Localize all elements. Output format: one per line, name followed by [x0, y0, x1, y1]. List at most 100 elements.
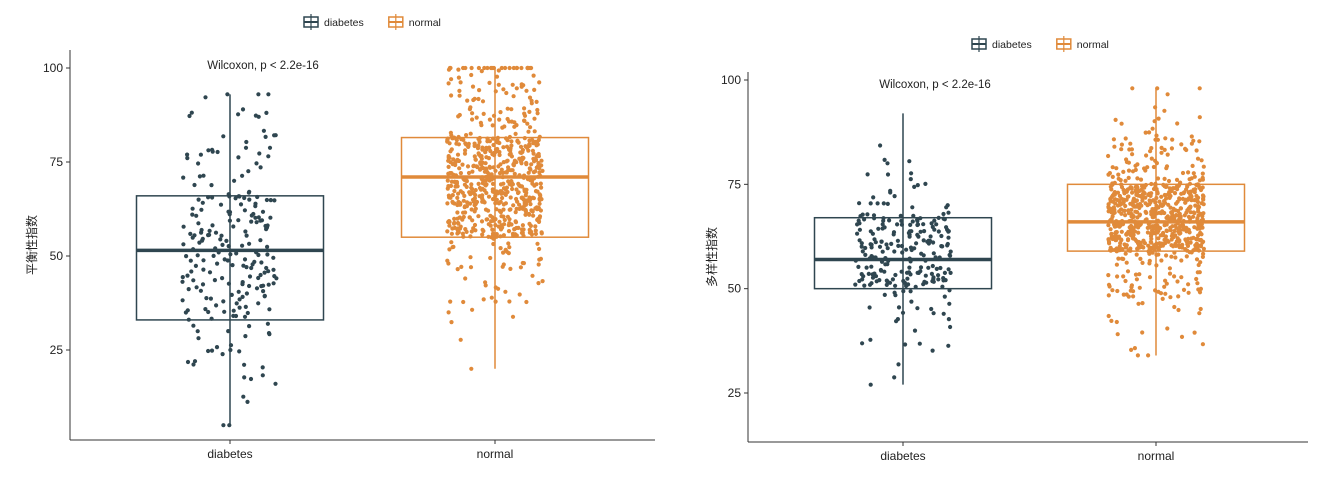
- data-point: [445, 178, 450, 183]
- data-point: [215, 149, 220, 155]
- data-point: [501, 262, 506, 267]
- data-point: [264, 225, 270, 230]
- data-point: [506, 179, 511, 184]
- data-point: [900, 250, 905, 255]
- data-point: [904, 283, 909, 289]
- data-point: [1126, 294, 1131, 299]
- data-point: [1176, 213, 1181, 218]
- data-point: [1115, 190, 1121, 195]
- data-point: [857, 227, 863, 232]
- data-point: [1163, 136, 1168, 141]
- data-point: [1160, 203, 1165, 208]
- data-point: [1129, 285, 1134, 290]
- data-point: [1126, 229, 1131, 234]
- data-point: [535, 241, 540, 246]
- data-point: [504, 144, 510, 149]
- data-point: [866, 271, 871, 276]
- data-point: [1175, 279, 1180, 284]
- data-point: [1174, 201, 1179, 206]
- data-point: [477, 135, 482, 141]
- data-point: [944, 205, 949, 210]
- data-point: [1201, 246, 1206, 251]
- data-point: [457, 226, 463, 231]
- data-point: [496, 82, 501, 87]
- data-point: [244, 233, 249, 238]
- data-point: [1131, 232, 1136, 238]
- data-point: [1108, 196, 1113, 201]
- data-point: [206, 148, 211, 153]
- data-point: [491, 165, 496, 170]
- data-point: [1162, 147, 1167, 152]
- data-point: [529, 162, 534, 167]
- data-point: [446, 184, 451, 189]
- data-point: [501, 233, 506, 238]
- data-point: [490, 227, 495, 232]
- data-point: [1172, 274, 1177, 279]
- data-point: [228, 347, 233, 353]
- data-point: [1194, 182, 1199, 187]
- data-point: [946, 210, 951, 215]
- data-point: [1166, 202, 1171, 207]
- data-point: [504, 90, 509, 96]
- data-point: [476, 65, 481, 71]
- data-point: [185, 152, 190, 157]
- data-point: [447, 247, 452, 252]
- data-point: [489, 295, 494, 300]
- data-point: [921, 238, 926, 243]
- stat-annotation: Wilcoxon, p < 2.2e-16: [879, 79, 991, 91]
- data-point: [517, 206, 522, 211]
- data-point: [1180, 220, 1185, 225]
- data-point: [1156, 252, 1161, 257]
- data-point: [860, 341, 865, 346]
- data-point: [447, 155, 452, 160]
- data-point: [237, 349, 242, 354]
- data-point: [537, 170, 542, 175]
- data-point: [449, 320, 454, 325]
- data-point: [903, 342, 908, 347]
- data-point: [258, 238, 263, 243]
- data-point: [1152, 119, 1157, 124]
- data-point: [1201, 211, 1206, 216]
- data-point: [1148, 239, 1153, 245]
- data-point: [1138, 244, 1143, 249]
- data-point: [1129, 207, 1134, 212]
- data-point: [489, 177, 494, 182]
- data-point: [449, 77, 454, 82]
- data-point: [1175, 208, 1181, 214]
- data-point: [1116, 234, 1122, 239]
- data-point: [1119, 207, 1124, 212]
- data-point: [921, 222, 926, 227]
- data-point: [463, 210, 468, 215]
- data-point: [1119, 229, 1124, 234]
- data-point: [1156, 116, 1161, 121]
- data-point: [228, 343, 234, 348]
- data-point: [198, 288, 203, 293]
- chart-panel-2: diabetes normal 25 50 75 100 多样性指数 Wilcoxon, p …: [704, 36, 1308, 463]
- data-point: [245, 399, 250, 404]
- data-point: [242, 208, 247, 213]
- data-point: [946, 267, 951, 272]
- data-point: [471, 164, 476, 169]
- data-point: [912, 328, 918, 333]
- data-point: [1188, 210, 1193, 215]
- data-point: [528, 167, 533, 172]
- data-point: [507, 221, 512, 226]
- data-point: [264, 110, 269, 115]
- data-point: [1159, 150, 1164, 155]
- data-point: [906, 270, 912, 275]
- data-point: [948, 324, 953, 330]
- data-point: [1187, 181, 1193, 186]
- data-point: [478, 160, 483, 165]
- data-point: [522, 118, 527, 123]
- data-point: [448, 195, 453, 200]
- data-point: [480, 147, 485, 152]
- data-point: [461, 137, 466, 142]
- data-point: [1157, 210, 1162, 215]
- data-point: [526, 170, 531, 175]
- data-point: [926, 265, 931, 270]
- data-point: [449, 179, 454, 184]
- data-point: [509, 107, 514, 112]
- data-point: [937, 255, 942, 260]
- data-point: [181, 175, 186, 180]
- data-point: [525, 121, 530, 126]
